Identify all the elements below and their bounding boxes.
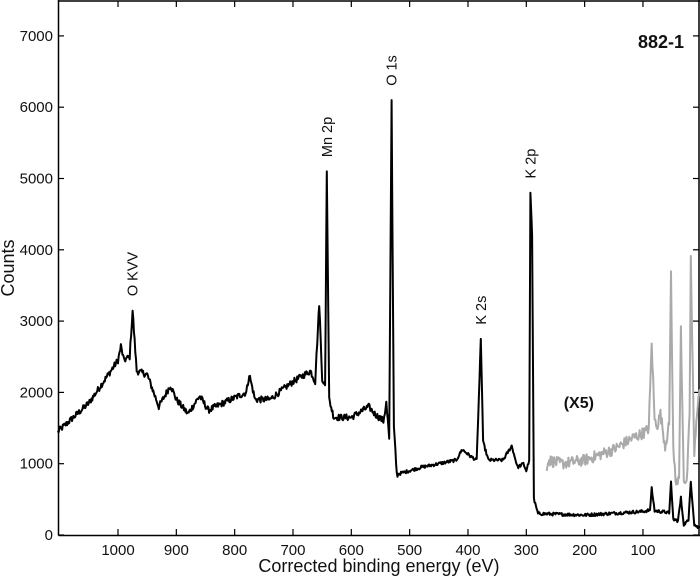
x-axis-ticks: 1000 900 800 700 600 500 400 300 200 100 bbox=[101, 1, 655, 559]
y-axis-ticks: 0 1000 2000 3000 4000 5000 6000 7000 bbox=[20, 28, 699, 544]
x-tick-label: 400 bbox=[455, 542, 480, 559]
x-axis-title: Corrected binding energy (eV) bbox=[258, 556, 499, 576]
peak-label: Mn 2p bbox=[320, 117, 336, 157]
y-tick-label: 4000 bbox=[20, 242, 53, 259]
y-tick-label: 5000 bbox=[20, 171, 53, 188]
x5-magnified-line bbox=[545, 255, 700, 486]
x-tick-label: 500 bbox=[397, 542, 422, 559]
spectrum-series bbox=[56, 99, 700, 529]
y-axis-title: Counts bbox=[0, 239, 18, 296]
x-tick-label: 200 bbox=[572, 542, 597, 559]
peak-label: K 2p bbox=[523, 149, 539, 179]
x-tick-label: 1000 bbox=[101, 542, 134, 559]
survey-spectrum-line bbox=[56, 99, 700, 529]
y-tick-label: 7000 bbox=[20, 28, 53, 45]
y-tick-label: 6000 bbox=[20, 99, 53, 116]
plot-frame bbox=[57, 0, 700, 537]
x-tick-label: 100 bbox=[630, 542, 655, 559]
y-tick-label: 1000 bbox=[20, 456, 53, 473]
sample-title: 882-1 bbox=[638, 32, 684, 52]
y-tick-label: 2000 bbox=[20, 384, 53, 401]
x-tick-label: 800 bbox=[222, 542, 247, 559]
x-tick-label: 300 bbox=[514, 542, 539, 559]
x-tick-label: 700 bbox=[280, 542, 305, 559]
peak-label: O 1s bbox=[385, 55, 401, 86]
y-tick-label: 0 bbox=[45, 527, 53, 544]
x-tick-label: 900 bbox=[164, 542, 189, 559]
peak-label: O KVV bbox=[126, 251, 142, 296]
x-tick-label: 600 bbox=[339, 542, 364, 559]
peak-annotations: O KVV Mn 2p O 1s K 2s K 2p (X5) bbox=[126, 55, 594, 412]
peak-label: K 2s bbox=[474, 296, 490, 325]
y-tick-label: 3000 bbox=[20, 313, 53, 330]
magnification-label: (X5) bbox=[564, 395, 594, 412]
